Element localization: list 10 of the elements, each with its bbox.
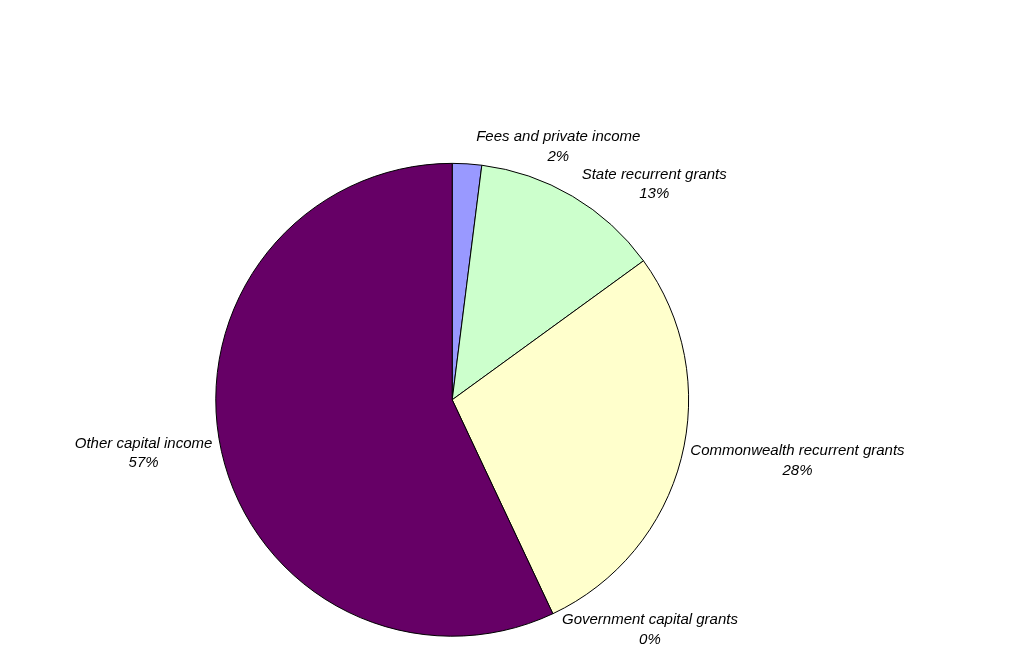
data-label: 13% — [639, 184, 670, 202]
slice-label: State recurrent grants — [581, 164, 728, 182]
data-label: 2% — [546, 146, 570, 164]
slice-label: Fees and private income — [476, 127, 641, 145]
slice-label: Commonwealth recurrent grants — [690, 441, 906, 459]
data-label: 57% — [128, 453, 159, 471]
slice-label: Other capital income — [74, 433, 213, 451]
data-label: 28% — [781, 460, 813, 478]
category-label: Government capital grants — [561, 610, 738, 628]
text: 0% — [639, 629, 661, 647]
